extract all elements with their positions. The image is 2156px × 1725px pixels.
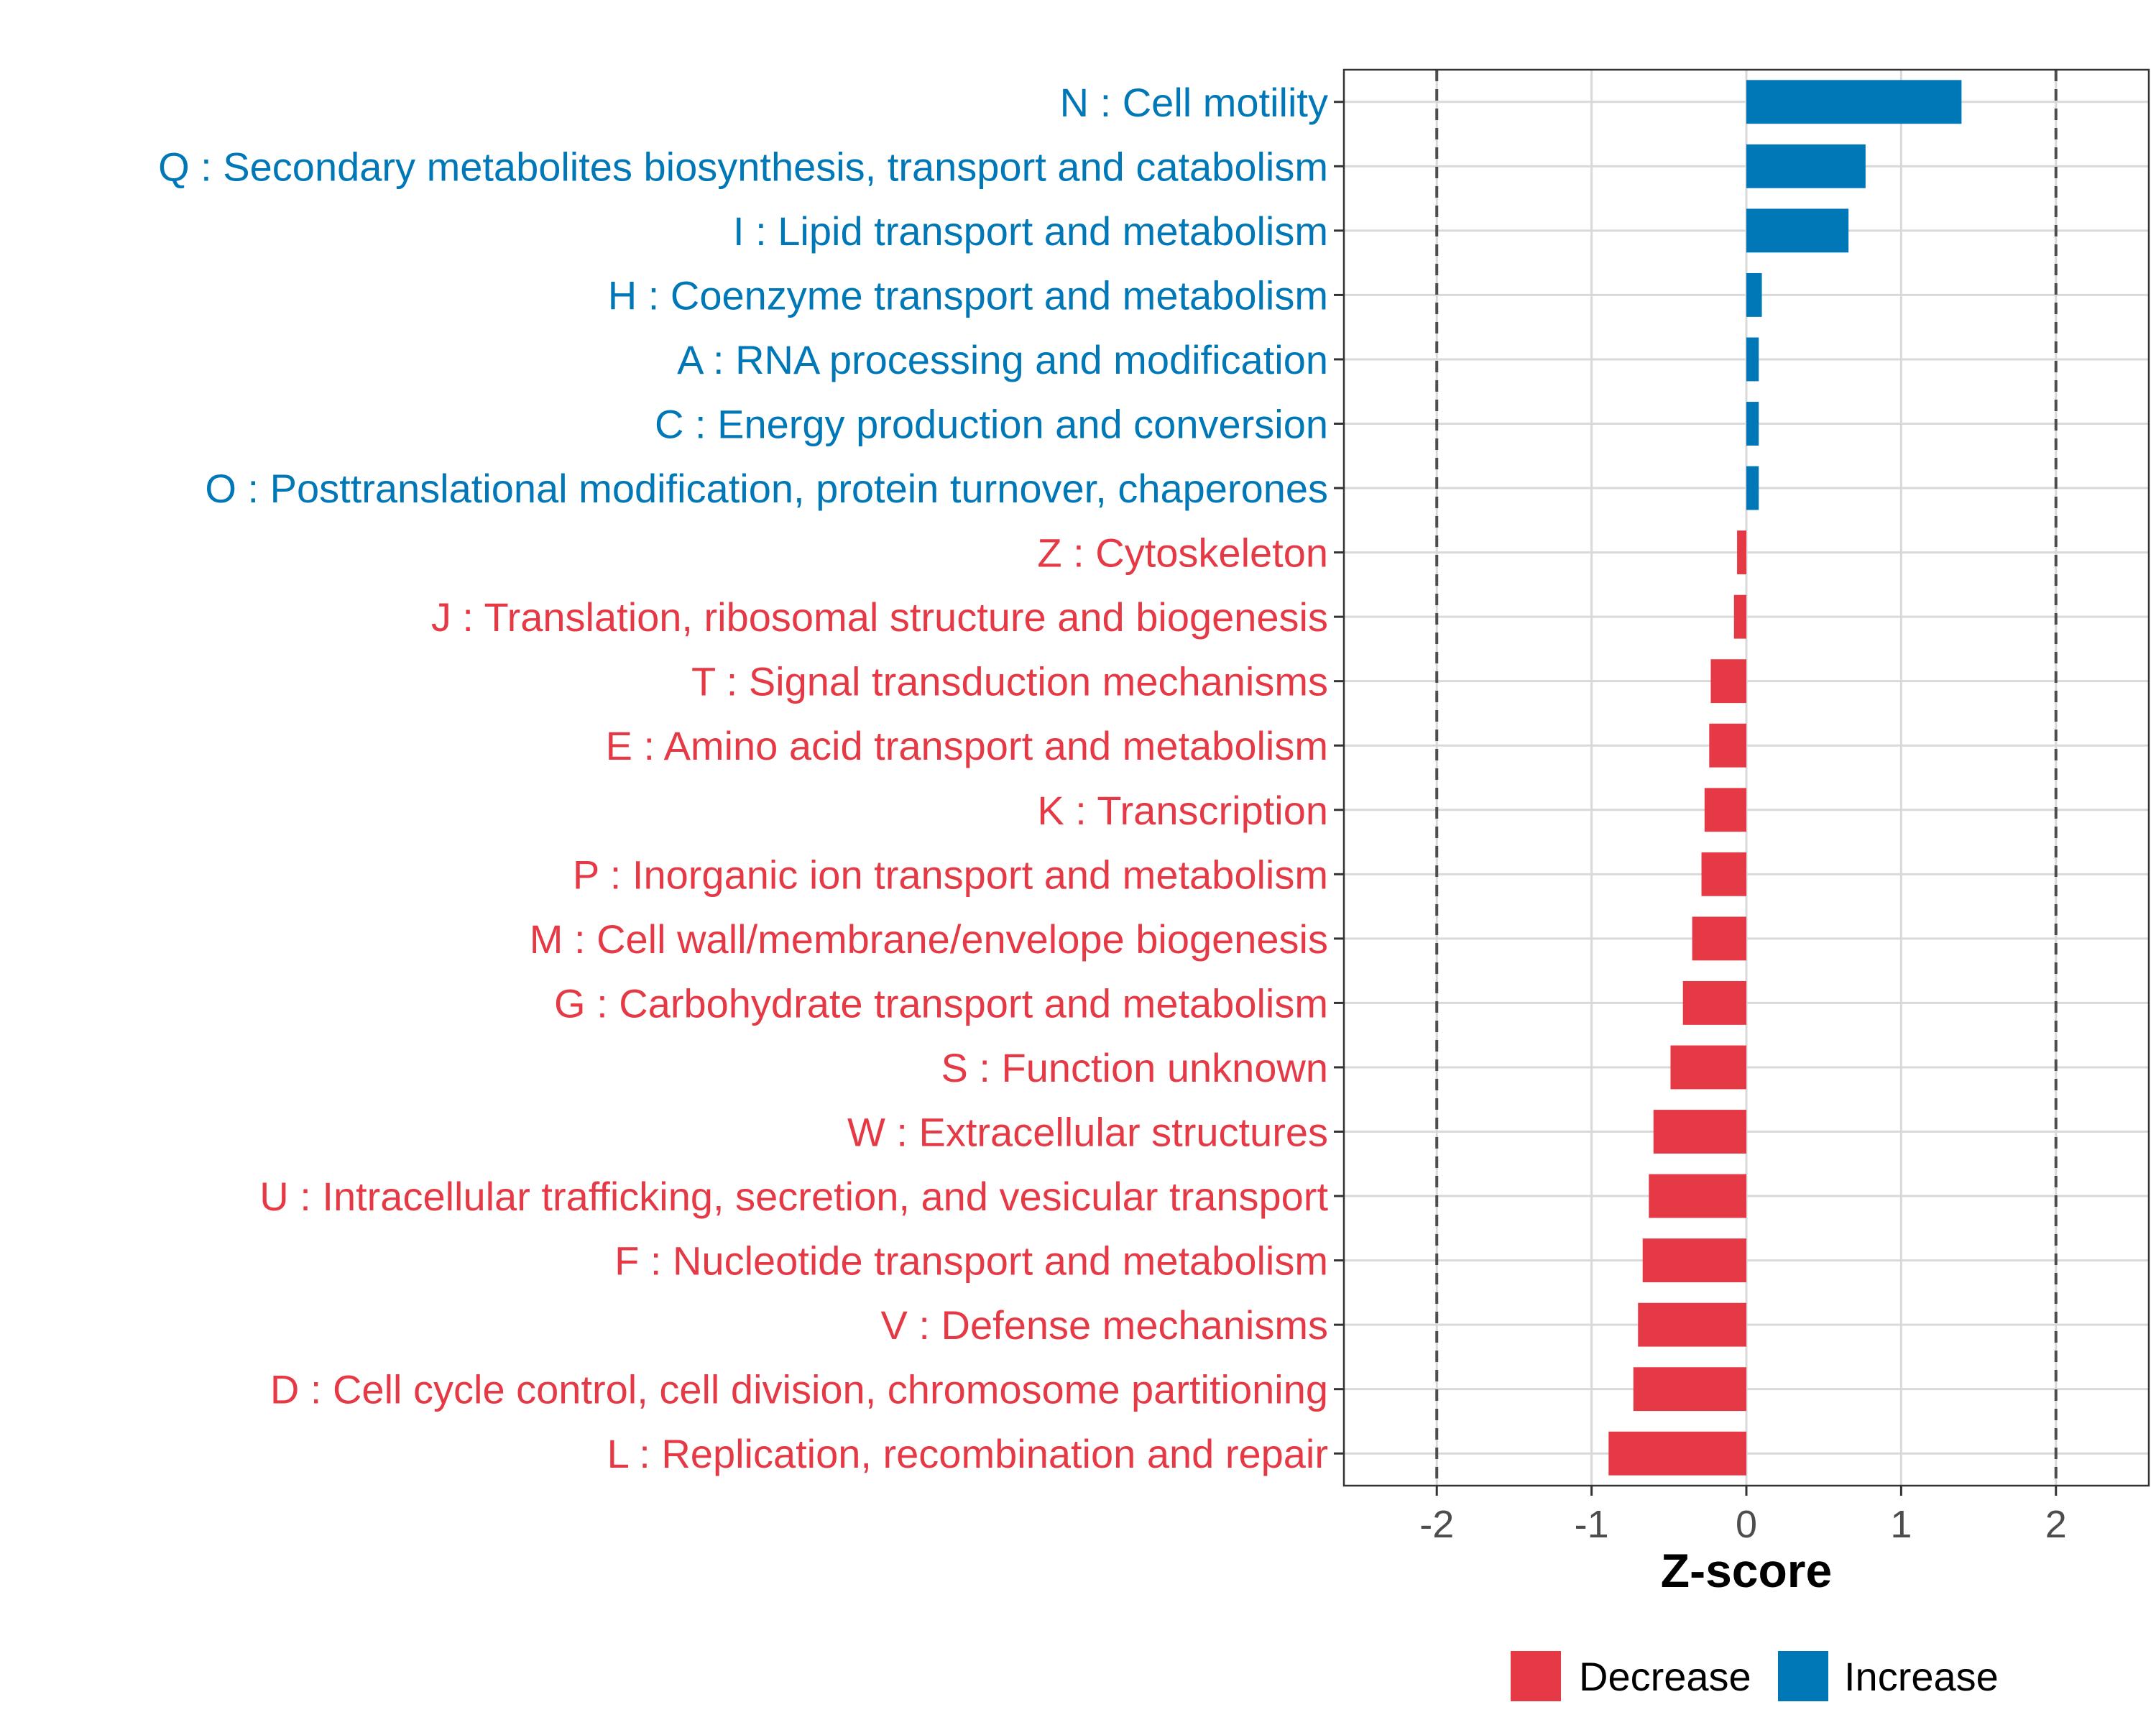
category-label: L : Replication, recombination and repai… — [607, 1431, 1328, 1476]
bar-increase — [1746, 208, 1849, 253]
bar-decrease — [1642, 1238, 1746, 1283]
bars — [1608, 80, 1962, 1476]
category-label: P : Inorganic ion transport and metaboli… — [573, 852, 1328, 897]
category-label: F : Nucleotide transport and metabolism — [614, 1238, 1328, 1284]
bar-increase — [1746, 144, 1866, 188]
category-axis: N : Cell motility Q : Secondary metabolit… — [158, 80, 1344, 1476]
category-label: E : Amino acid transport and metabolism — [606, 723, 1328, 768]
bar-increase — [1746, 80, 1962, 124]
legend-label: Increase — [1844, 1654, 1999, 1699]
x-axis: -2 -1 0 1 2 — [1419, 1486, 2067, 1546]
x-tick-label: 0 — [1736, 1503, 1757, 1546]
bar-decrease — [1737, 530, 1746, 575]
bar-increase — [1746, 272, 1762, 317]
category-label: J : Translation, ribosomal structure and… — [431, 594, 1328, 640]
bar-decrease — [1653, 1110, 1746, 1154]
bar-decrease — [1633, 1367, 1746, 1412]
x-tick-label: -2 — [1419, 1503, 1454, 1546]
bar-decrease — [1709, 723, 1746, 768]
bar-increase — [1746, 466, 1759, 510]
category-label: O : Posttranslational modification, prot… — [205, 466, 1328, 511]
category-label: W : Extracellular structures — [847, 1110, 1328, 1155]
category-label: U : Intracellular trafficking, secretion… — [259, 1174, 1328, 1219]
bar-decrease — [1733, 594, 1746, 639]
bar-decrease — [1682, 980, 1746, 1025]
category-label: G : Carbohydrate transport and metabolis… — [554, 980, 1328, 1026]
category-label: H : Coenzyme transport and metabolism — [608, 272, 1328, 318]
bar-decrease — [1710, 659, 1746, 704]
bar-decrease — [1670, 1045, 1746, 1090]
bar-increase — [1746, 402, 1759, 446]
category-label: M : Cell wall/membrane/envelope biogenes… — [530, 916, 1328, 962]
bar-decrease — [1704, 788, 1746, 832]
category-label: V : Defense mechanisms — [881, 1302, 1328, 1348]
category-label: K : Transcription — [1037, 788, 1328, 833]
category-label: Q : Secondary metabolites biosynthesis, … — [158, 144, 1328, 189]
x-tick-label: 2 — [2045, 1503, 2067, 1546]
category-label: N : Cell motility — [1060, 80, 1328, 125]
x-tick-label: -1 — [1575, 1503, 1609, 1546]
legend-swatch-decrease — [1511, 1651, 1561, 1701]
bar-decrease — [1608, 1431, 1746, 1476]
bar-increase — [1746, 337, 1759, 382]
category-label: A : RNA processing and modification — [677, 337, 1328, 382]
category-label: I : Lipid transport and metabolism — [733, 208, 1328, 254]
legend: Decrease Increase — [1511, 1651, 1999, 1701]
bar-decrease — [1692, 916, 1746, 961]
category-label: S : Function unknown — [941, 1045, 1328, 1090]
reference-lines — [1435, 70, 2058, 1486]
bar-decrease — [1701, 852, 1746, 896]
bar-decrease — [1638, 1302, 1746, 1347]
bar-decrease — [1649, 1174, 1746, 1218]
legend-swatch-increase — [1778, 1651, 1828, 1701]
legend-label: Decrease — [1579, 1654, 1751, 1699]
category-label: D : Cell cycle control, cell division, c… — [270, 1367, 1328, 1412]
x-tick-label: 1 — [1890, 1503, 1912, 1546]
x-axis-title: Z-score — [1661, 1544, 1832, 1597]
category-label: T : Signal transduction mechanisms — [691, 659, 1328, 704]
category-label: C : Energy production and conversion — [655, 402, 1328, 447]
category-label: Z : Cytoskeleton — [1037, 530, 1328, 576]
